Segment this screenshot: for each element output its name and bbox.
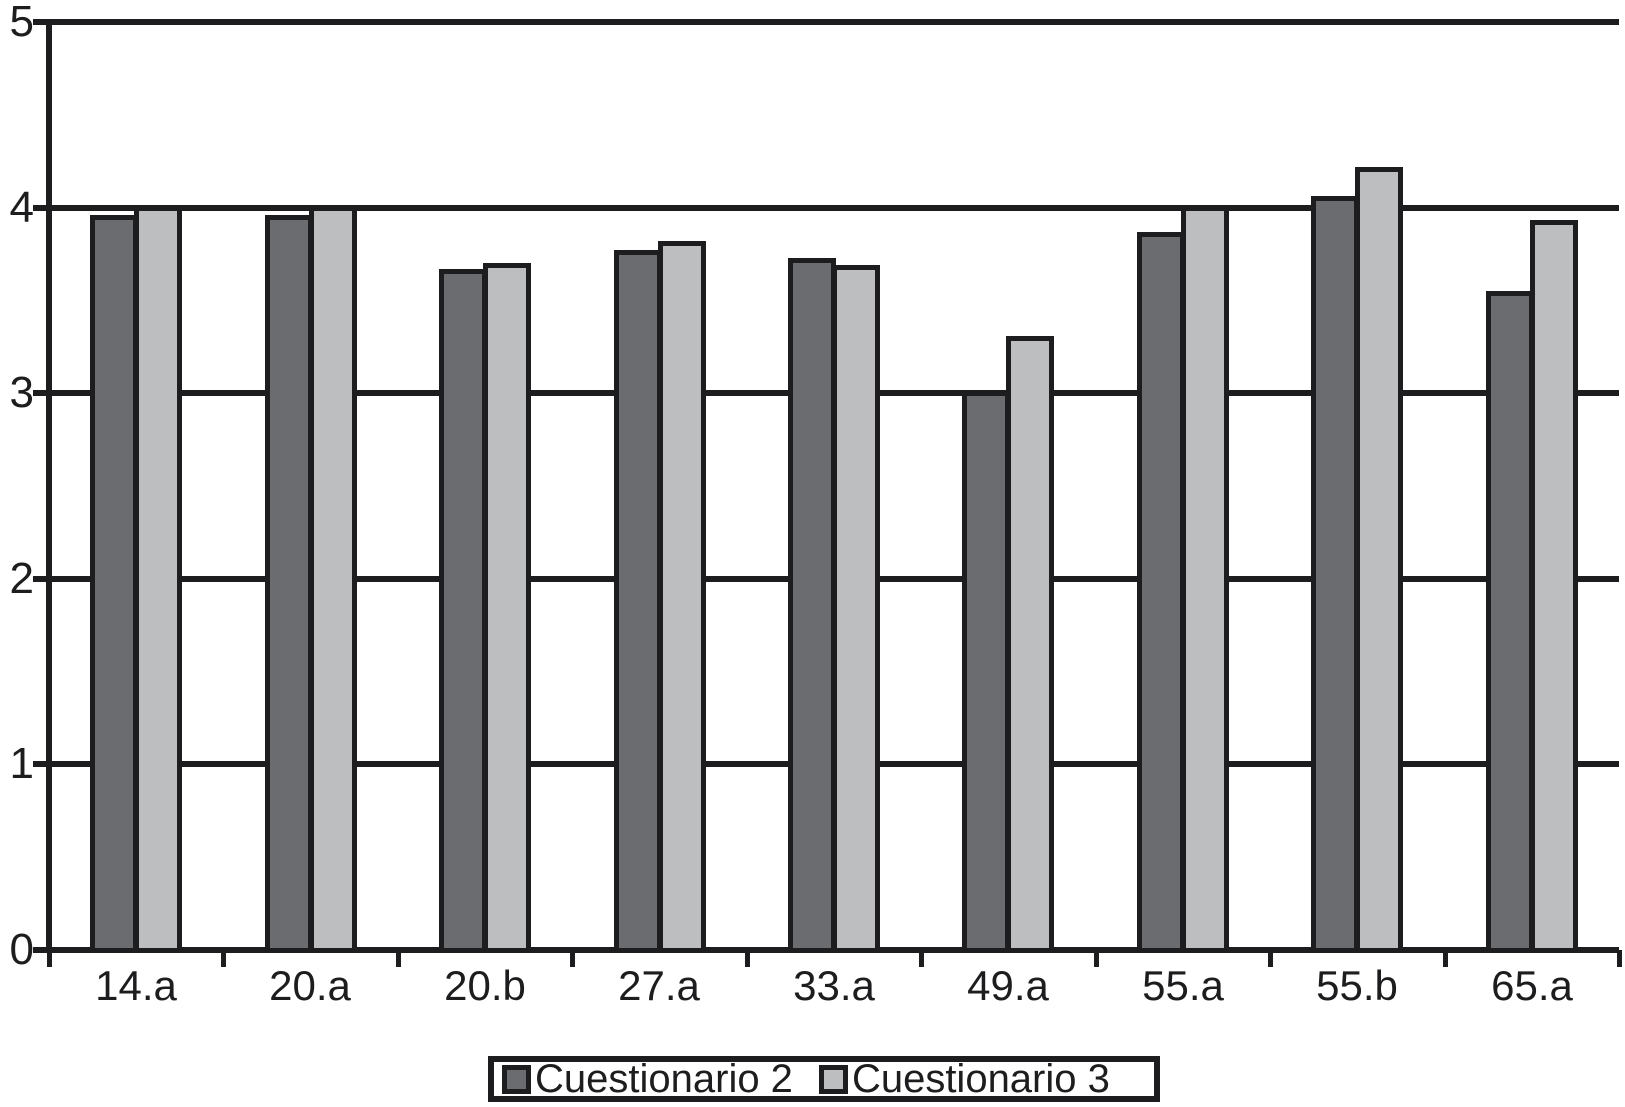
x-axis-tick	[919, 950, 924, 967]
bar-20.a-series-2	[309, 206, 357, 953]
y-axis-label: 1	[9, 739, 34, 788]
bar-55.a-series-2	[1181, 206, 1229, 953]
y-axis-line	[46, 19, 52, 953]
y-axis-tick	[33, 947, 56, 953]
bar-55.a-series-1	[1137, 232, 1185, 953]
legend-swatch-cuestionario-3	[818, 1064, 848, 1094]
x-axis-tick	[1443, 950, 1448, 967]
x-axis-tick	[745, 950, 750, 967]
y-axis-label: 5	[9, 0, 34, 46]
gridline	[49, 205, 1619, 211]
bar-49.a-series-1	[962, 391, 1010, 953]
bar-33.a-series-1	[788, 258, 836, 953]
bar-20.a-series-1	[265, 215, 313, 953]
y-axis-tick	[33, 390, 56, 396]
x-axis-tick	[1094, 950, 1099, 967]
x-axis-tick	[570, 950, 575, 967]
legend-label-cuestionario-3: Cuestionario 3	[851, 1057, 1110, 1101]
y-axis-label: 4	[9, 183, 34, 232]
x-axis-tick	[396, 950, 401, 967]
bar-65.a-series-2	[1530, 220, 1578, 953]
gridline	[49, 19, 1619, 25]
x-axis-label: 65.a	[1491, 962, 1573, 1009]
x-axis-label: 20.b	[444, 962, 526, 1009]
y-axis-tick	[33, 205, 56, 211]
bar-33.a-series-2	[832, 265, 880, 953]
legend-label-cuestionario-2: Cuestionario 2	[535, 1057, 793, 1101]
bar-14.a-series-1	[90, 215, 138, 953]
x-axis-label: 14.a	[95, 962, 177, 1009]
legend-swatch-cuestionario-2	[502, 1064, 531, 1094]
x-axis-label: 27.a	[618, 962, 700, 1009]
x-axis-label: 55.b	[1316, 962, 1398, 1009]
bar-20.b-series-1	[439, 269, 487, 953]
legend-item-cuestionario-2: Cuestionario 2	[502, 1059, 793, 1099]
y-axis-label: 2	[9, 554, 34, 603]
y-axis-tick	[33, 576, 56, 582]
bar-27.a-series-2	[658, 241, 706, 953]
bar-27.a-series-1	[614, 250, 662, 953]
x-axis-label: 20.a	[269, 962, 351, 1009]
x-axis-label: 55.a	[1142, 962, 1224, 1009]
x-axis-tick	[1268, 950, 1273, 967]
y-axis-tick	[33, 761, 56, 767]
bar-65.a-series-1	[1486, 291, 1534, 953]
x-axis-tick	[221, 950, 226, 967]
bar-14.a-series-2	[134, 206, 182, 953]
bar-55.b-series-1	[1311, 196, 1359, 953]
legend: Cuestionario 2 Cuestionario 3	[488, 1056, 1160, 1102]
legend-item-cuestionario-3: Cuestionario 3	[818, 1057, 1110, 1101]
bar-20.b-series-2	[483, 263, 531, 953]
y-axis-label: 3	[9, 368, 34, 417]
y-axis-tick	[33, 19, 56, 25]
x-axis-tick	[1617, 950, 1622, 967]
bar-49.a-series-2	[1006, 336, 1054, 953]
x-axis-label: 33.a	[793, 962, 875, 1009]
x-axis-tick	[47, 950, 52, 967]
bar-55.b-series-2	[1355, 167, 1403, 953]
y-axis-label: 0	[9, 925, 34, 974]
x-axis-label: 49.a	[967, 962, 1049, 1009]
